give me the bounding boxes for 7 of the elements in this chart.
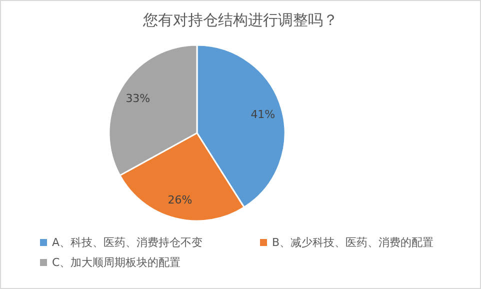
data-label: 26% (168, 193, 192, 206)
data-label: 41% (250, 108, 276, 121)
legend-label: C、加大顺周期板块的配置 (52, 256, 181, 269)
data-label: 33% (126, 92, 150, 106)
legend-label: B、减少科技、医药、消费的配置 (272, 236, 434, 249)
legend-label: A、科技、医药、消费持仓不变 (52, 236, 203, 249)
chart-title: 您有对持仓结构进行调整吗？ (142, 11, 338, 29)
